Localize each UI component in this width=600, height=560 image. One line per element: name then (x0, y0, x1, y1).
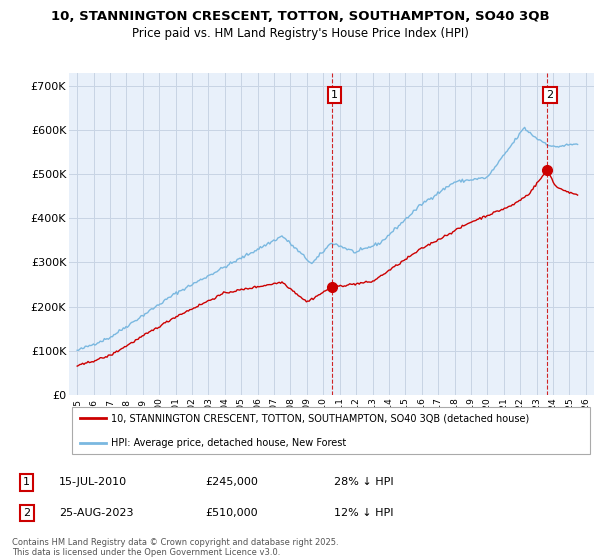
Text: 25-AUG-2023: 25-AUG-2023 (59, 508, 133, 518)
Text: 15-JUL-2010: 15-JUL-2010 (59, 477, 127, 487)
Text: 12% ↓ HPI: 12% ↓ HPI (334, 508, 393, 518)
Text: 28% ↓ HPI: 28% ↓ HPI (334, 477, 394, 487)
Text: Price paid vs. HM Land Registry's House Price Index (HPI): Price paid vs. HM Land Registry's House … (131, 27, 469, 40)
Text: 1: 1 (331, 90, 338, 100)
Text: 1: 1 (23, 477, 30, 487)
Text: £245,000: £245,000 (205, 477, 258, 487)
Text: Contains HM Land Registry data © Crown copyright and database right 2025.
This d: Contains HM Land Registry data © Crown c… (12, 538, 338, 557)
Text: HPI: Average price, detached house, New Forest: HPI: Average price, detached house, New … (111, 438, 346, 448)
Text: £510,000: £510,000 (205, 508, 257, 518)
Text: 2: 2 (23, 508, 30, 518)
Text: 2: 2 (546, 90, 553, 100)
Text: 10, STANNINGTON CRESCENT, TOTTON, SOUTHAMPTON, SO40 3QB (detached house): 10, STANNINGTON CRESCENT, TOTTON, SOUTHA… (111, 413, 529, 423)
Text: 10, STANNINGTON CRESCENT, TOTTON, SOUTHAMPTON, SO40 3QB: 10, STANNINGTON CRESCENT, TOTTON, SOUTHA… (50, 10, 550, 22)
FancyBboxPatch shape (71, 407, 590, 454)
